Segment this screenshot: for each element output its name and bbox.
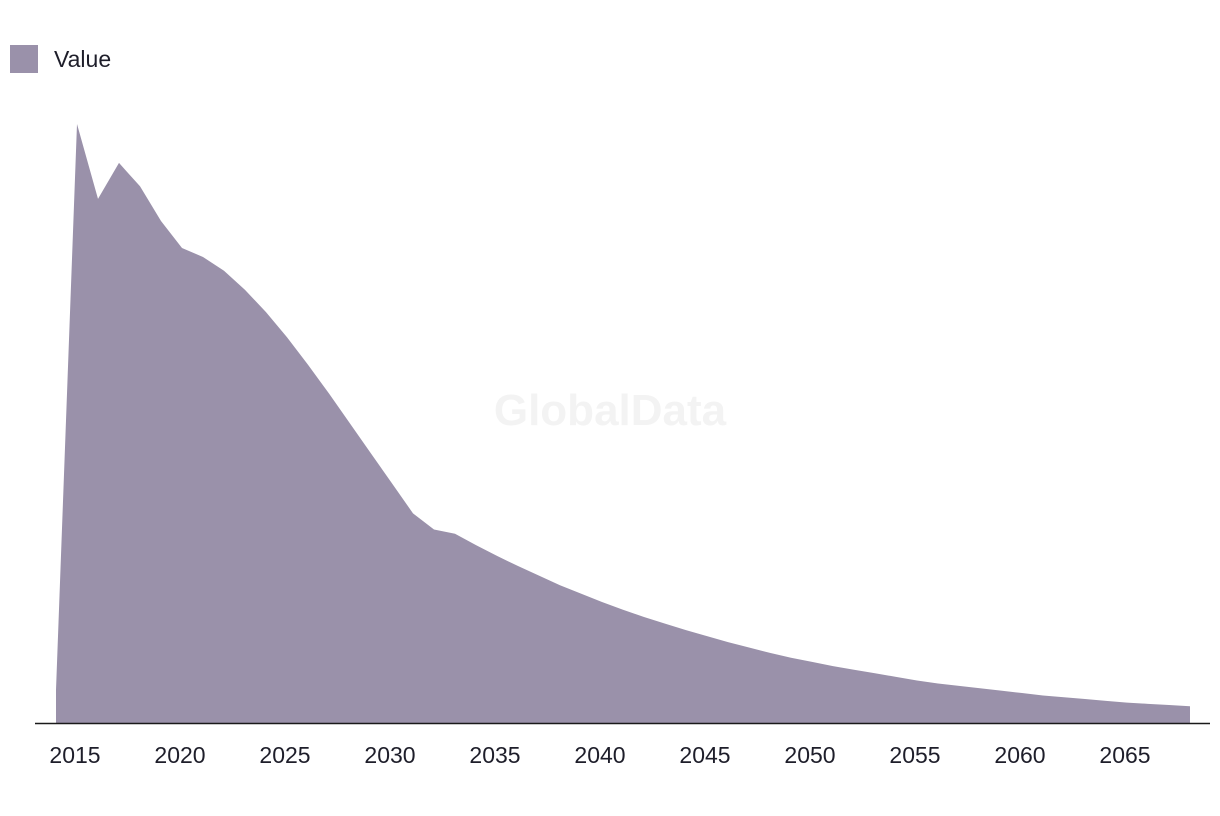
legend-swatch [10,45,38,73]
x-axis-ticks: 2015 2020 2025 2030 2035 2040 2045 2050 2055 2060… [49,742,1150,768]
x-tick-label-2035: 2035 [469,742,520,768]
x-tick-label-2030: 2030 [364,742,415,768]
x-tick-label-2040: 2040 [574,742,625,768]
area-series-value [56,124,1190,723]
x-tick-label-2055: 2055 [889,742,940,768]
x-tick-label-2050: 2050 [784,742,835,768]
x-tick-label-2065: 2065 [1099,742,1150,768]
x-tick-label-2020: 2020 [154,742,205,768]
x-tick-label-2060: 2060 [994,742,1045,768]
legend-label: Value [54,45,112,72]
legend: Value [10,45,111,73]
x-tick-label-2015: 2015 [49,742,100,768]
x-tick-label-2025: 2025 [259,742,310,768]
x-tick-label-2045: 2045 [679,742,730,768]
watermark: GlobalData [494,386,727,435]
